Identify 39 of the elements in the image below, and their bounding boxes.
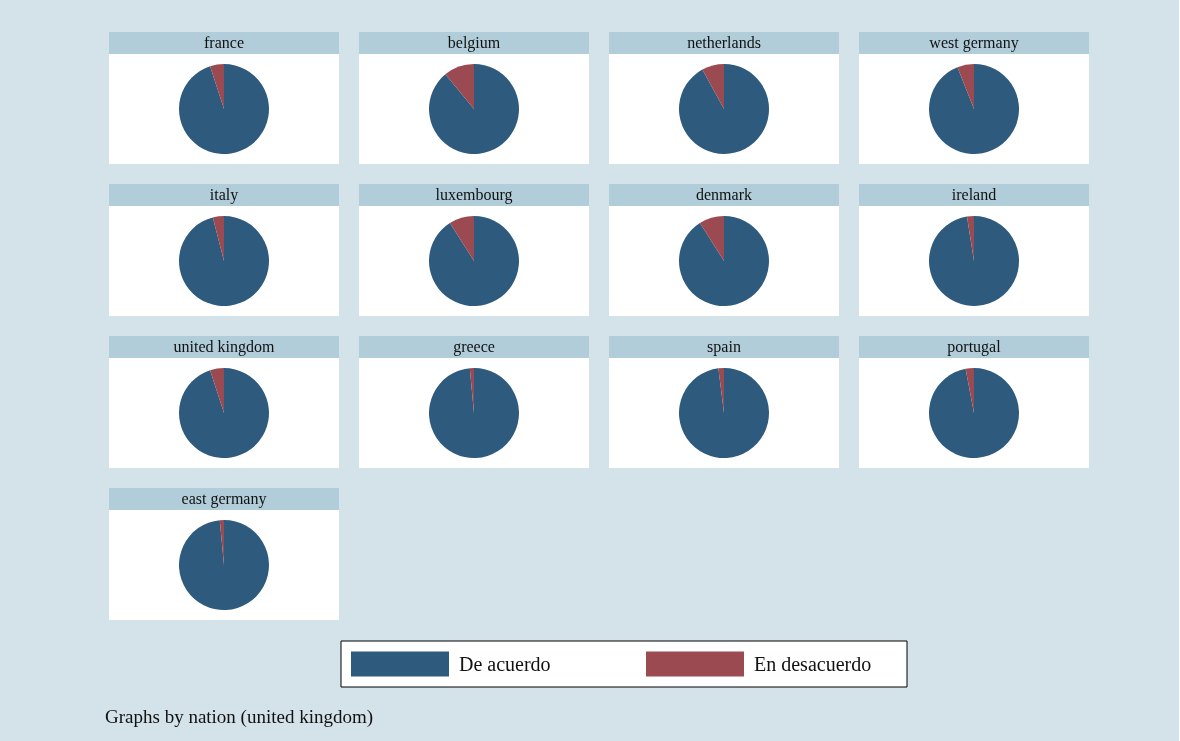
pie-slice: [957, 64, 974, 109]
chart-title: netherlands: [687, 34, 761, 51]
chart-title: italy: [209, 186, 239, 204]
text: Graphs by nation (united kingdom): [105, 706, 374, 728]
chart-title: east germany: [181, 490, 267, 508]
chart-title: united kingdom: [173, 338, 275, 356]
legend-label: De acuerdo: [459, 653, 551, 675]
chart-title: belgium: [447, 34, 501, 52]
pie-slice: [179, 64, 269, 154]
pie-slice: [210, 368, 224, 413]
pie-slice: [212, 216, 224, 261]
chart-title: france: [204, 34, 244, 51]
pie-slice: [179, 520, 269, 610]
pie-slice: [449, 216, 474, 261]
chart-title: portugal: [947, 338, 1002, 356]
pie-slice: [965, 368, 974, 413]
pie-slice: [679, 368, 769, 458]
chart-title: west germany: [929, 34, 1019, 52]
chart-title: luxembourg: [435, 186, 513, 204]
chart-title: spain: [707, 338, 741, 356]
pie-slice: [702, 64, 724, 109]
chart-title: denmark: [696, 186, 752, 203]
pie-slice: [699, 216, 724, 261]
pie-slice: [429, 368, 519, 458]
pie-slice: [966, 216, 974, 261]
pie-slice: [429, 64, 519, 154]
pie-slice: [179, 368, 269, 458]
chart-title: greece: [453, 338, 495, 356]
pie-slice: [929, 368, 1019, 458]
pie-slice: [210, 64, 224, 109]
chart-title: ireland: [951, 186, 997, 203]
legend-label: En desacuerdo: [754, 653, 872, 675]
pie-slice: [929, 216, 1019, 306]
pie-slice: [429, 216, 519, 306]
pie-slice: [679, 216, 769, 306]
pie-slice: [929, 64, 1019, 154]
pie-slice: [179, 216, 269, 306]
pie-slice: [445, 64, 474, 109]
pie-slice: [679, 64, 769, 154]
